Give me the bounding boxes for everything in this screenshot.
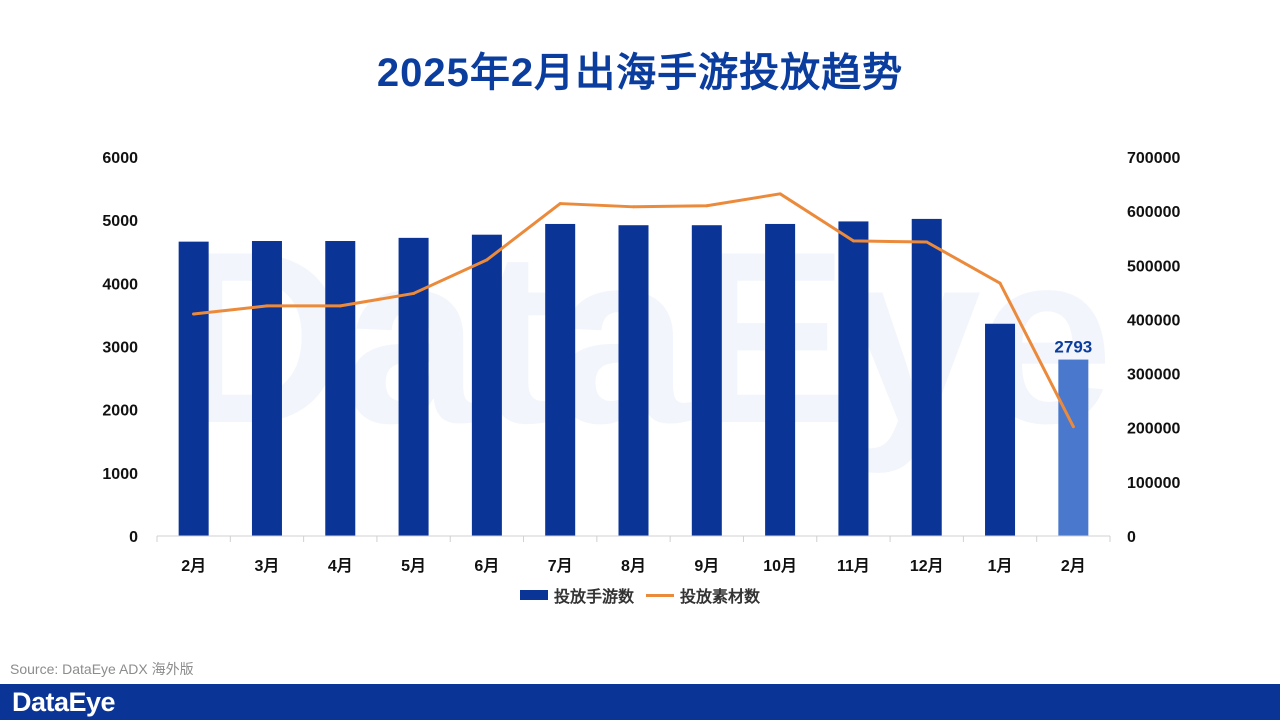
y-left-tick-label: 1000 [102, 466, 138, 483]
bar [691, 225, 722, 536]
line-point [851, 239, 855, 243]
y-right-tick-label: 0 [1127, 529, 1136, 546]
line-point [1071, 425, 1075, 429]
y-left-tick-label: 6000 [102, 150, 138, 167]
y-left-tick-label: 0 [129, 529, 138, 546]
bar [765, 223, 796, 536]
chart-legend: 投放手游数 投放素材数 [0, 583, 1280, 607]
line-point [265, 304, 269, 308]
bar [838, 221, 869, 536]
y-left-tick-label: 4000 [102, 276, 138, 293]
bar [471, 234, 502, 536]
x-tick-label: 1月 [988, 557, 1013, 575]
line-point [192, 312, 196, 316]
y-right-tick-label: 500000 [1127, 258, 1180, 275]
y-right-tick-label: 700000 [1127, 150, 1180, 167]
legend-swatch-line [646, 593, 674, 597]
bar [618, 225, 649, 536]
x-tick-label: 2月 [181, 557, 206, 575]
footer-bar: DataEye [0, 684, 1280, 720]
bar [545, 223, 576, 536]
x-tick-label: 9月 [694, 557, 719, 575]
legend-item-bar: 投放手游数 [519, 583, 634, 607]
x-tick-label: 2月 [1061, 557, 1086, 575]
legend-label-line: 投放素材数 [680, 589, 761, 606]
bar [251, 241, 282, 537]
legend-item-line: 投放素材数 [646, 583, 760, 607]
x-tick-label: 7月 [548, 557, 573, 575]
x-tick-label: 6月 [474, 557, 499, 575]
line-point [632, 205, 635, 209]
y-right-tick-label: 100000 [1127, 475, 1180, 492]
legend-label-bar: 投放手游数 [553, 589, 634, 606]
bar [325, 241, 356, 537]
line-point [412, 291, 416, 295]
y-left-tick-label: 2000 [102, 403, 138, 420]
source-note: Source: DataEye ADX 海外版 [10, 661, 194, 677]
chart-title: 2025年2月出海手游投放趋势 [376, 51, 904, 95]
x-tick-label: 12月 [910, 557, 944, 575]
y-right-tick-label: 400000 [1127, 312, 1180, 329]
line-point [778, 192, 782, 196]
bar [178, 241, 209, 537]
y-right-tick-label: 300000 [1127, 367, 1180, 384]
x-tick-label: 8月 [621, 557, 646, 575]
legend-swatch-bar [519, 590, 548, 600]
y-right-tick-label: 200000 [1127, 421, 1180, 438]
line-point [998, 281, 1002, 285]
y-left-tick-label: 3000 [102, 340, 138, 357]
x-tick-label: 4月 [328, 557, 353, 575]
bar [911, 218, 942, 537]
line-point [338, 304, 342, 308]
x-tick-label: 3月 [255, 557, 280, 575]
line-point [925, 240, 929, 244]
bar [398, 237, 429, 536]
x-tick-label: 11月 [837, 557, 870, 575]
line-point [485, 258, 489, 262]
line-point [558, 202, 562, 206]
x-tick-label: 5月 [401, 557, 426, 575]
bar [985, 323, 1016, 536]
bar-data-label: 2793 [1054, 338, 1092, 357]
bar [1058, 359, 1089, 536]
y-left-tick-label: 5000 [102, 213, 138, 230]
x-tick-label: 10月 [763, 557, 797, 575]
footer-brand-logo: DataEye [12, 686, 116, 717]
y-right-tick-label: 600000 [1127, 204, 1180, 221]
line-point [705, 204, 709, 208]
